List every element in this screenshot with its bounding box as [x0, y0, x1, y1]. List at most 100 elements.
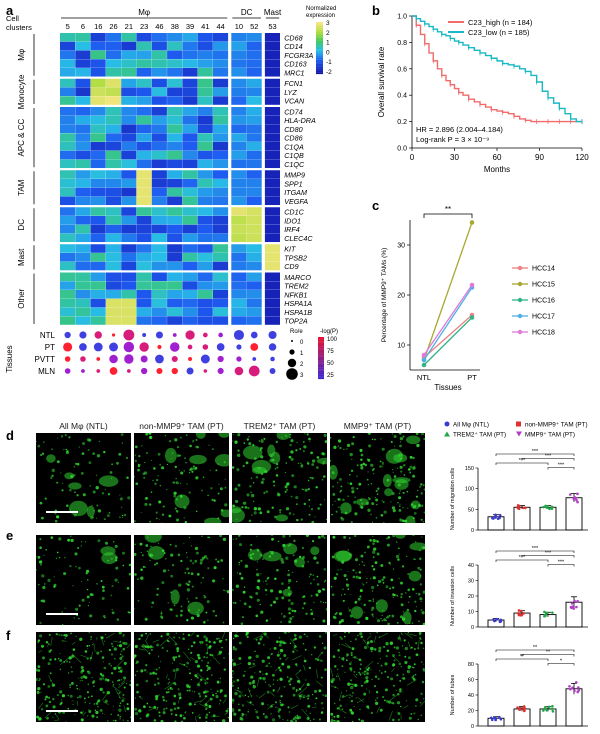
cell-spot	[256, 548, 258, 550]
cell-spot	[322, 588, 326, 591]
cell-spot	[292, 721, 294, 722]
heatmap-cell	[213, 78, 229, 88]
row-group-label: Monocyte	[17, 74, 26, 109]
micrograph-image	[232, 433, 327, 523]
cell-spot	[119, 516, 121, 518]
cell-spot	[350, 651, 353, 655]
color-legend-segment	[318, 367, 324, 370]
cell-spot	[64, 634, 68, 637]
tube-segment	[139, 696, 143, 700]
cell-spot	[304, 488, 308, 492]
tube-segment	[362, 638, 370, 648]
cell-spot	[80, 472, 84, 475]
cell-spot	[288, 611, 291, 615]
cell-spot	[56, 460, 60, 464]
cell-spot	[282, 641, 285, 645]
cell-spot	[356, 620, 360, 625]
cell-spot	[374, 701, 379, 706]
heatmap-cell	[151, 298, 167, 308]
cell-spot	[128, 572, 131, 576]
cell-spot	[417, 647, 420, 650]
cell-spot	[205, 611, 208, 614]
tissue-dot	[111, 333, 116, 337]
cell-spot	[310, 594, 313, 597]
heatmap-cell	[105, 207, 121, 216]
cell-spot	[373, 684, 377, 688]
heatmap-cell	[90, 233, 106, 243]
cell-spot	[292, 610, 294, 612]
cell-spot	[270, 666, 272, 668]
cell-cluster-blob	[405, 515, 416, 523]
micrograph	[36, 632, 131, 722]
cell-spot	[111, 645, 114, 648]
colorbar-segment	[316, 50, 323, 52]
heatmap-cell	[213, 307, 229, 317]
cell-spot	[100, 650, 103, 653]
cell-spot	[257, 587, 260, 591]
cell-spot	[95, 486, 99, 490]
cell-spot	[91, 714, 95, 718]
cell-spot	[216, 690, 219, 693]
panel-c-label: c	[372, 198, 380, 213]
cell-spot	[198, 716, 201, 719]
cell-spot	[276, 466, 279, 469]
cell-spot	[358, 671, 361, 674]
cell-spot	[298, 635, 303, 639]
heatmap-cell	[167, 244, 183, 253]
cell-spot	[250, 477, 253, 479]
heatmap-cell	[75, 261, 91, 271]
tube-segment	[114, 659, 124, 670]
cell-spot	[114, 559, 118, 562]
cell-spot	[350, 654, 353, 656]
cell-spot	[363, 673, 366, 676]
cell-spot	[215, 469, 218, 472]
cell-spot	[192, 562, 195, 565]
cell-spot	[134, 707, 138, 711]
cell-spot	[267, 576, 270, 579]
cell-spot	[380, 618, 382, 620]
cell-spot	[349, 593, 351, 596]
cell-spot	[365, 676, 369, 680]
tube-segment	[71, 653, 82, 664]
heatmap-cell	[75, 179, 91, 188]
colorbar-segment	[316, 28, 323, 30]
cell-spot	[48, 700, 52, 704]
cell-spot	[79, 680, 82, 682]
cell-cluster-blob	[333, 550, 353, 562]
cell-spot	[359, 668, 362, 670]
cell-spot	[91, 593, 93, 596]
heatmap-cell	[167, 87, 183, 97]
cell-spot	[330, 712, 334, 716]
heatmap-cell	[121, 216, 137, 225]
cell-spot	[179, 692, 182, 694]
cell-spot	[411, 587, 415, 591]
cell-spot	[330, 719, 334, 722]
cell-spot	[367, 433, 371, 435]
cell-spot	[330, 680, 334, 684]
heatmap-cell	[136, 142, 152, 151]
cell-spot	[381, 578, 384, 582]
heatmap-cell	[231, 298, 247, 308]
cell-spot	[242, 674, 246, 678]
cell-spot	[218, 638, 220, 640]
cell-spot	[307, 479, 310, 482]
cell-spot	[227, 653, 229, 655]
cell-spot	[49, 649, 52, 652]
cell-spot	[290, 601, 294, 606]
cell-spot	[250, 543, 253, 547]
cell-spot	[260, 635, 264, 639]
cell-spot	[420, 608, 423, 612]
cell-spot	[86, 657, 89, 660]
cell-spot	[375, 489, 378, 493]
cell-spot	[87, 715, 89, 717]
cell-spot	[361, 502, 364, 505]
cell-spot	[204, 682, 207, 685]
cluster-label: 21	[125, 22, 133, 31]
cell-spot	[112, 705, 114, 707]
cell-spot	[311, 520, 315, 523]
tube-segment	[196, 672, 208, 683]
tube-segment	[275, 706, 279, 709]
heatmap-cell	[105, 124, 121, 134]
tissue-dot	[96, 357, 101, 361]
colorbar-segment	[316, 62, 323, 64]
